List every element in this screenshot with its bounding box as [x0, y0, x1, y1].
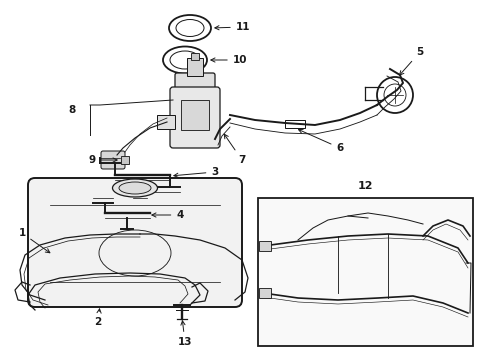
Text: 2: 2 — [94, 309, 102, 327]
Ellipse shape — [112, 179, 157, 197]
Text: 11: 11 — [214, 22, 250, 32]
Ellipse shape — [119, 182, 151, 194]
Bar — [186, 58, 203, 76]
Text: 6: 6 — [298, 129, 343, 153]
Bar — [191, 53, 199, 60]
Text: 4: 4 — [152, 210, 183, 220]
FancyBboxPatch shape — [101, 151, 125, 169]
Text: 3: 3 — [174, 167, 218, 177]
Text: 5: 5 — [399, 47, 423, 75]
Text: 8: 8 — [68, 105, 76, 115]
Text: 12: 12 — [357, 181, 372, 191]
Bar — [121, 156, 129, 164]
Bar — [259, 288, 270, 298]
FancyBboxPatch shape — [28, 178, 242, 307]
FancyBboxPatch shape — [175, 73, 215, 93]
Bar — [259, 241, 270, 251]
Bar — [258, 198, 472, 346]
Text: 10: 10 — [210, 55, 247, 65]
FancyBboxPatch shape — [170, 87, 220, 148]
Bar — [157, 115, 175, 129]
Text: 13: 13 — [177, 321, 192, 347]
Text: 9: 9 — [88, 155, 117, 165]
Bar — [285, 120, 305, 128]
Bar — [181, 100, 208, 130]
Text: 7: 7 — [224, 134, 245, 165]
Text: 1: 1 — [19, 228, 50, 253]
